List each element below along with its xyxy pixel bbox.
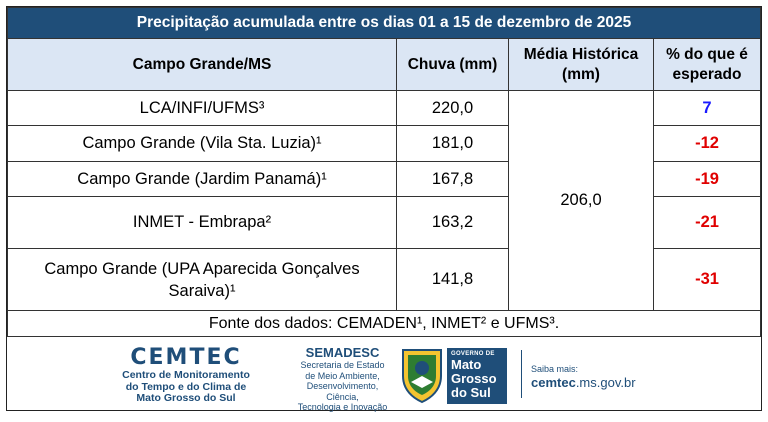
- semadesc-line2: de Meio Ambiente,: [305, 370, 380, 381]
- table-row: Campo Grande (UPA Aparecida Gonçalves Sa…: [7, 248, 762, 311]
- rain-value: 163,2: [396, 196, 509, 249]
- rain-value: 220,0: [396, 90, 509, 126]
- cemtec-subtitle-line1: Centro de Monitoramento: [122, 369, 250, 381]
- government-name-line3: do Sul: [451, 385, 491, 400]
- precipitation-table: Precipitação acumulada entre os dias 01 …: [6, 7, 762, 337]
- semadesc-line4: Tecnologia e Inovação: [297, 402, 388, 412]
- title-row: Precipitação acumulada entre os dias 01 …: [6, 7, 762, 39]
- semadesc-line3: Desenvolvimento, Ciência,: [306, 381, 379, 402]
- header-percent-expected: % do que é esperado: [652, 38, 762, 91]
- header-pct-line1: % do que é: [666, 45, 748, 63]
- government-name-line1: Mato: [451, 357, 482, 372]
- rain-value: 181,0: [396, 125, 509, 162]
- semadesc-logo: SEMADESC: [305, 345, 380, 360]
- historical-average-value: 206,0: [508, 90, 654, 311]
- cemtec-logo: CEMTEC: [130, 345, 242, 370]
- government-logo: GOVERNO DE Mato Grosso do Sul: [447, 348, 507, 404]
- percent-value: -31: [652, 248, 762, 311]
- percent-value: 7: [652, 90, 762, 126]
- header-historical-average: Média Histórica (mm): [508, 38, 654, 91]
- footer-logos: CEMTEC Centro de Monitoramento do Tempo …: [7, 340, 760, 413]
- website-link[interactable]: cemtec.ms.gov.br: [531, 375, 636, 390]
- table-row: LCA/INFI/UFMS³ 220,0 206,0 7: [7, 90, 762, 311]
- semadesc-logo-block: SEMADESC Secretaria de Estado de Meio Am…: [290, 346, 395, 413]
- cemtec-subtitle-line2: do Tempo e do Clima de: [125, 380, 247, 393]
- cemtec-logo-block: CEMTEC Centro de Monitoramento do Tempo …: [121, 346, 251, 405]
- station-name-line1: Campo Grande (UPA Aparecida Gonçalves: [44, 259, 360, 278]
- government-label: GOVERNO DE: [451, 351, 495, 357]
- station-name: Campo Grande (UPA Aparecida Gonçalves Sa…: [7, 248, 397, 311]
- header-avg-line1: Média Histórica: [523, 45, 639, 63]
- table-row: Campo Grande (Jardim Panamá)¹ 167,8 -19: [7, 161, 762, 197]
- semadesc-line1: Secretaria de Estado: [300, 360, 385, 370]
- state-crest-icon: [402, 349, 442, 404]
- table-title: Precipitação acumulada entre os dias 01 …: [6, 7, 762, 39]
- footer-divider: [521, 350, 522, 398]
- data-source-note: Fonte dos dados: CEMADEN¹, INMET² e UFMS…: [6, 310, 762, 337]
- rain-value: 167,8: [396, 161, 509, 197]
- table-row: INMET - Embrapa² 163,2 -21: [7, 196, 762, 249]
- website-link-domain: cemtec: [531, 375, 576, 390]
- percent-value: -12: [652, 125, 762, 162]
- source-row: Fonte dos dados: CEMADEN¹, INMET² e UFMS…: [6, 310, 762, 337]
- percent-value: -21: [652, 196, 762, 249]
- station-name-line2: Saraiva)¹: [168, 281, 236, 300]
- station-name: Campo Grande (Vila Sta. Luzia)¹: [7, 125, 397, 162]
- header-rain: Chuva (mm): [396, 38, 509, 91]
- cemtec-subtitle-line3: Mato Grosso do Sul: [136, 392, 236, 404]
- header-row: Campo Grande/MS Chuva (mm) Média Históri…: [7, 38, 762, 91]
- precipitation-report: Precipitação acumulada entre os dias 01 …: [6, 6, 762, 413]
- header-avg-line2: (mm): [562, 65, 600, 83]
- learn-more-label: Saiba mais:: [531, 364, 579, 374]
- website-link-suffix: .ms.gov.br: [575, 375, 636, 390]
- government-name-line2: Grosso: [451, 371, 497, 386]
- station-name: LCA/INFI/UFMS³: [7, 90, 397, 126]
- station-name: Campo Grande (Jardim Panamá)¹: [7, 161, 397, 197]
- learn-more-block: Saiba mais: cemtec.ms.gov.br: [531, 364, 636, 390]
- header-station: Campo Grande/MS: [7, 38, 397, 91]
- station-name: INMET - Embrapa²: [7, 196, 397, 249]
- rain-value: 141,8: [396, 248, 509, 311]
- table-row: Campo Grande (Vila Sta. Luzia)¹ 181,0 -1…: [7, 125, 762, 162]
- header-pct-line2: esperado: [672, 65, 742, 83]
- percent-value: -19: [652, 161, 762, 197]
